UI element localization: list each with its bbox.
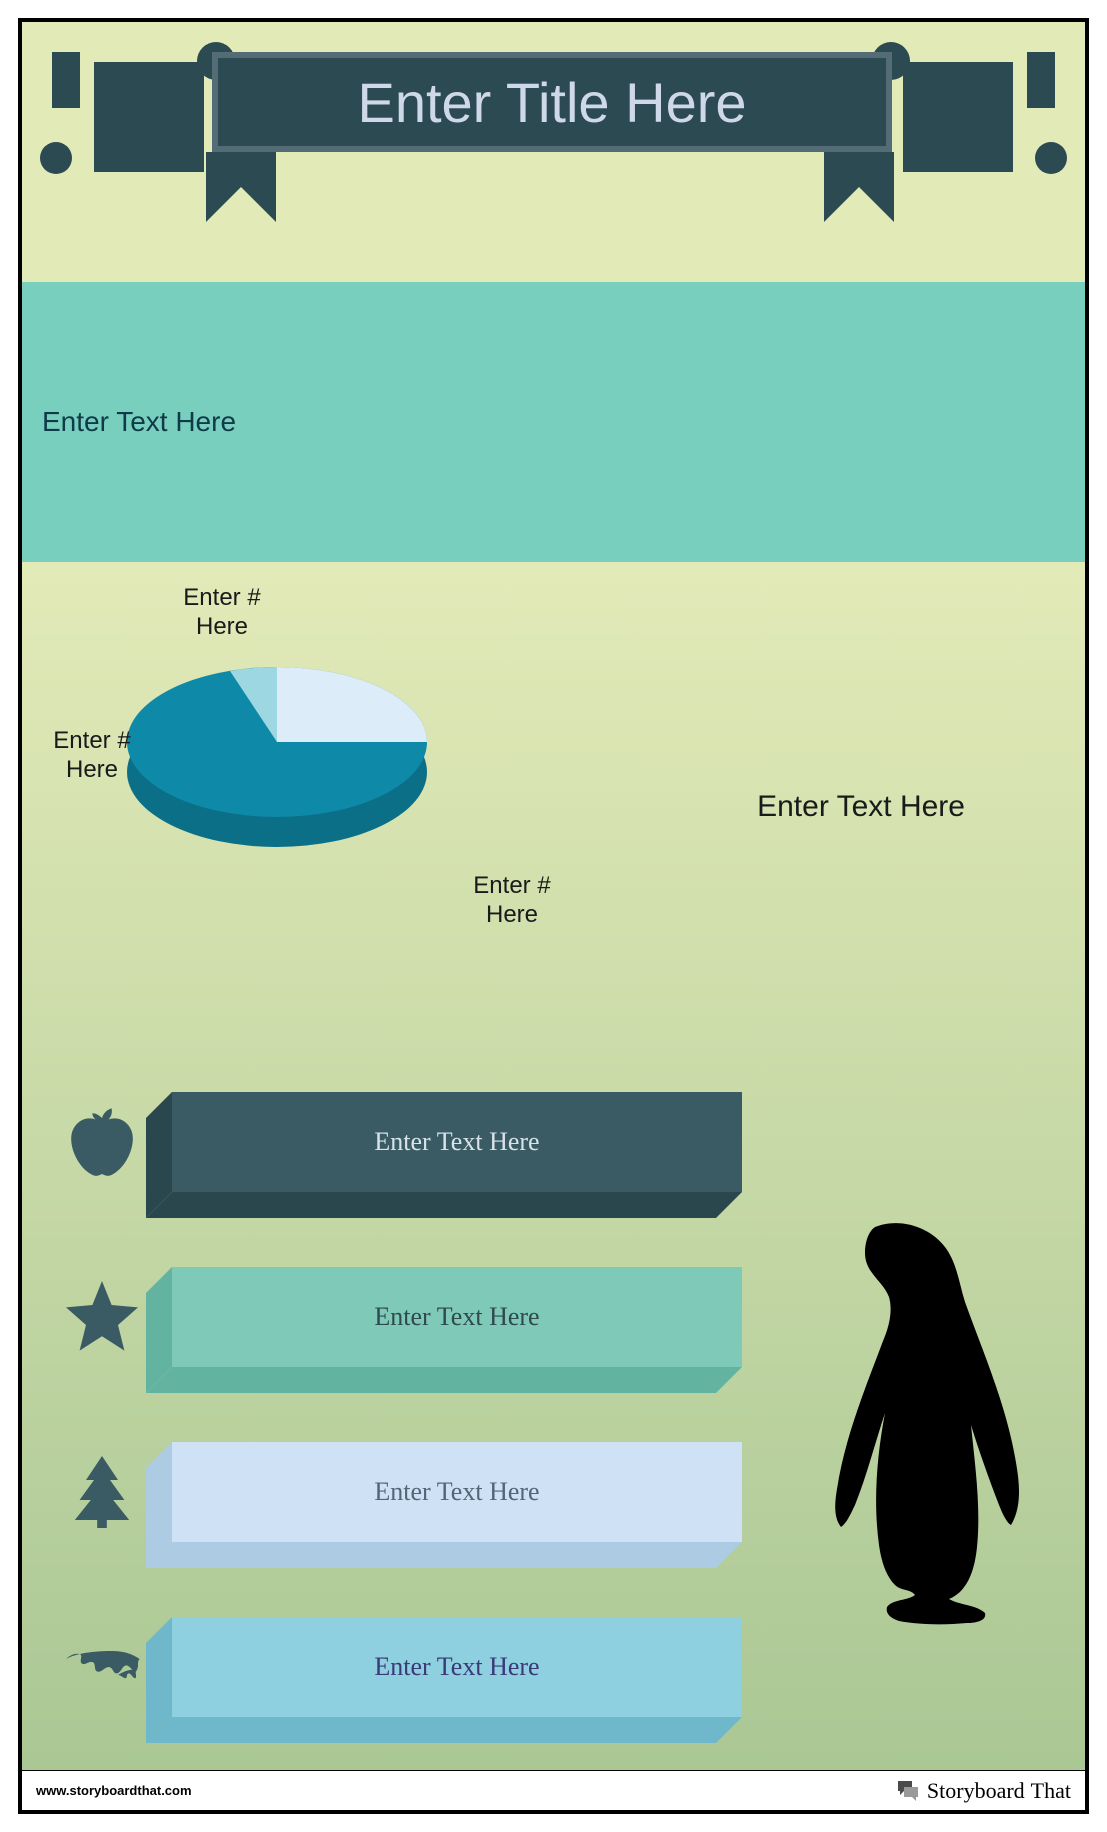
apple-icon <box>62 1102 142 1182</box>
pie-chart <box>112 642 442 862</box>
world-icon <box>62 1627 142 1707</box>
canvas: Enter Title Here Enter Text Here <box>0 0 1107 1832</box>
footer: www.storyboardthat.com StoryboardThat <box>22 1770 1085 1810</box>
intro-text[interactable]: Enter Text Here <box>42 406 236 438</box>
brand-logo: StoryboardThat <box>895 1778 1071 1804</box>
info-bar[interactable]: Enter Text Here <box>172 1267 742 1367</box>
info-bar-label: Enter Text Here <box>374 1127 539 1157</box>
brand-text-a: Storyboard <box>927 1778 1025 1804</box>
infographic-frame: Enter Title Here Enter Text Here <box>18 18 1089 1814</box>
footer-url: www.storyboardthat.com <box>36 1783 192 1798</box>
decor-circle <box>1035 142 1067 174</box>
decor-circle <box>40 142 72 174</box>
decor-square <box>1027 52 1055 108</box>
info-bar-label: Enter Text Here <box>374 1477 539 1507</box>
speech-bubble-icon <box>895 1778 921 1804</box>
info-bar[interactable]: Enter Text Here <box>172 1092 742 1192</box>
info-bar-label: Enter Text Here <box>374 1302 539 1332</box>
ribbon-tail <box>824 152 894 222</box>
bars-list: Enter Text Here Enter Text Here Enter Te… <box>172 1092 742 1792</box>
title-ribbon: Enter Title Here <box>212 52 892 152</box>
banner-area: Enter Title Here <box>22 22 1085 242</box>
ribbon-tail <box>206 152 276 222</box>
page-title[interactable]: Enter Title Here <box>357 70 746 135</box>
side-text[interactable]: Enter Text Here <box>757 790 965 824</box>
pie-label[interactable]: Enter #Here <box>32 727 152 785</box>
pie-label[interactable]: Enter #Here <box>442 872 582 930</box>
info-bar[interactable]: Enter Text Here <box>172 1442 742 1542</box>
brand-text-b: That <box>1031 1778 1071 1804</box>
tree-icon <box>62 1452 142 1532</box>
decor-square <box>903 62 1013 172</box>
decor-square <box>94 62 204 172</box>
pie-label[interactable]: Enter #Here <box>152 584 292 642</box>
penguin-icon <box>780 1222 1040 1662</box>
intro-band: Enter Text Here <box>22 282 1085 562</box>
decor-square <box>52 52 80 108</box>
info-bar[interactable]: Enter Text Here <box>172 1617 742 1717</box>
star-icon <box>62 1277 142 1357</box>
info-bar-label: Enter Text Here <box>374 1652 539 1682</box>
